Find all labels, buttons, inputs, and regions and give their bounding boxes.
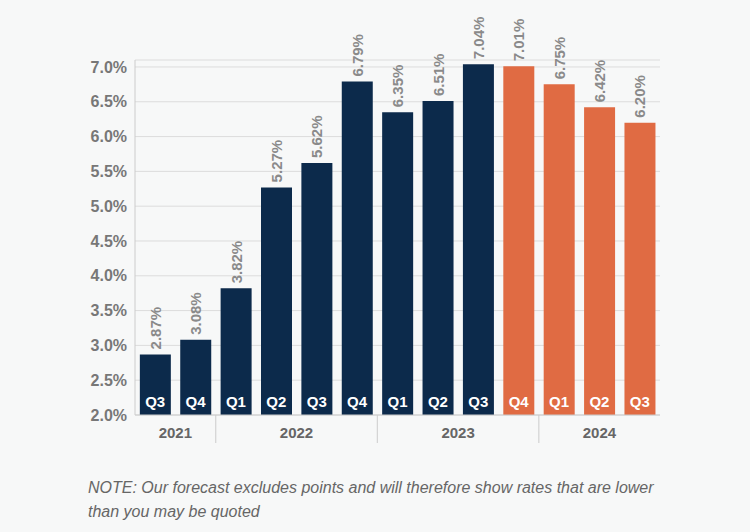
svg-text:Q4: Q4 xyxy=(186,393,207,410)
svg-text:Q1: Q1 xyxy=(226,393,246,410)
svg-text:2.5%: 2.5% xyxy=(91,372,127,389)
svg-text:Q1: Q1 xyxy=(387,393,407,410)
svg-text:5.0%: 5.0% xyxy=(91,198,127,215)
svg-text:7.04%: 7.04% xyxy=(470,17,487,60)
svg-text:7.01%: 7.01% xyxy=(510,19,527,62)
svg-text:6.20%: 6.20% xyxy=(631,75,648,118)
svg-text:2023: 2023 xyxy=(441,424,474,441)
svg-text:Q4: Q4 xyxy=(509,393,530,410)
svg-text:Q2: Q2 xyxy=(428,393,448,410)
svg-text:7.0%: 7.0% xyxy=(91,59,127,76)
svg-text:5.27%: 5.27% xyxy=(268,140,285,183)
html-text:NOTE: Our forecast excludes po: NOTE: Our forecast excludes points and w… xyxy=(88,479,654,520)
svg-text:Q3: Q3 xyxy=(307,393,327,410)
svg-text:Q3: Q3 xyxy=(145,393,165,410)
svg-text:6.0%: 6.0% xyxy=(91,128,127,145)
svg-text:Q3: Q3 xyxy=(468,393,488,410)
svg-text:5.62%: 5.62% xyxy=(308,115,325,158)
svg-text:Q4: Q4 xyxy=(347,393,368,410)
svg-text:3.5%: 3.5% xyxy=(91,302,127,319)
svg-text:2021: 2021 xyxy=(159,424,192,441)
svg-text:5.5%: 5.5% xyxy=(91,163,127,180)
svg-text:2022: 2022 xyxy=(280,424,313,441)
svg-text:Q1: Q1 xyxy=(549,393,569,410)
svg-text:Q2: Q2 xyxy=(266,393,286,410)
svg-text:2.87%: 2.87% xyxy=(147,307,164,350)
svg-text:4.0%: 4.0% xyxy=(91,267,127,284)
svg-text:3.0%: 3.0% xyxy=(91,337,127,354)
svg-text:6.5%: 6.5% xyxy=(91,93,127,110)
svg-text:6.79%: 6.79% xyxy=(349,34,366,77)
svg-text:2.0%: 2.0% xyxy=(91,407,127,424)
svg-text:6.75%: 6.75% xyxy=(551,37,568,80)
svg-text:6.42%: 6.42% xyxy=(591,60,608,103)
svg-text:Q2: Q2 xyxy=(589,393,609,410)
svg-text:3.08%: 3.08% xyxy=(187,292,204,335)
svg-text:4.5%: 4.5% xyxy=(91,233,127,250)
svg-text:2024: 2024 xyxy=(583,424,617,441)
svg-text:Q3: Q3 xyxy=(630,393,650,410)
svg-text:3.82%: 3.82% xyxy=(228,241,245,284)
svg-text:6.35%: 6.35% xyxy=(389,65,406,108)
svg-text:6.51%: 6.51% xyxy=(430,54,447,97)
